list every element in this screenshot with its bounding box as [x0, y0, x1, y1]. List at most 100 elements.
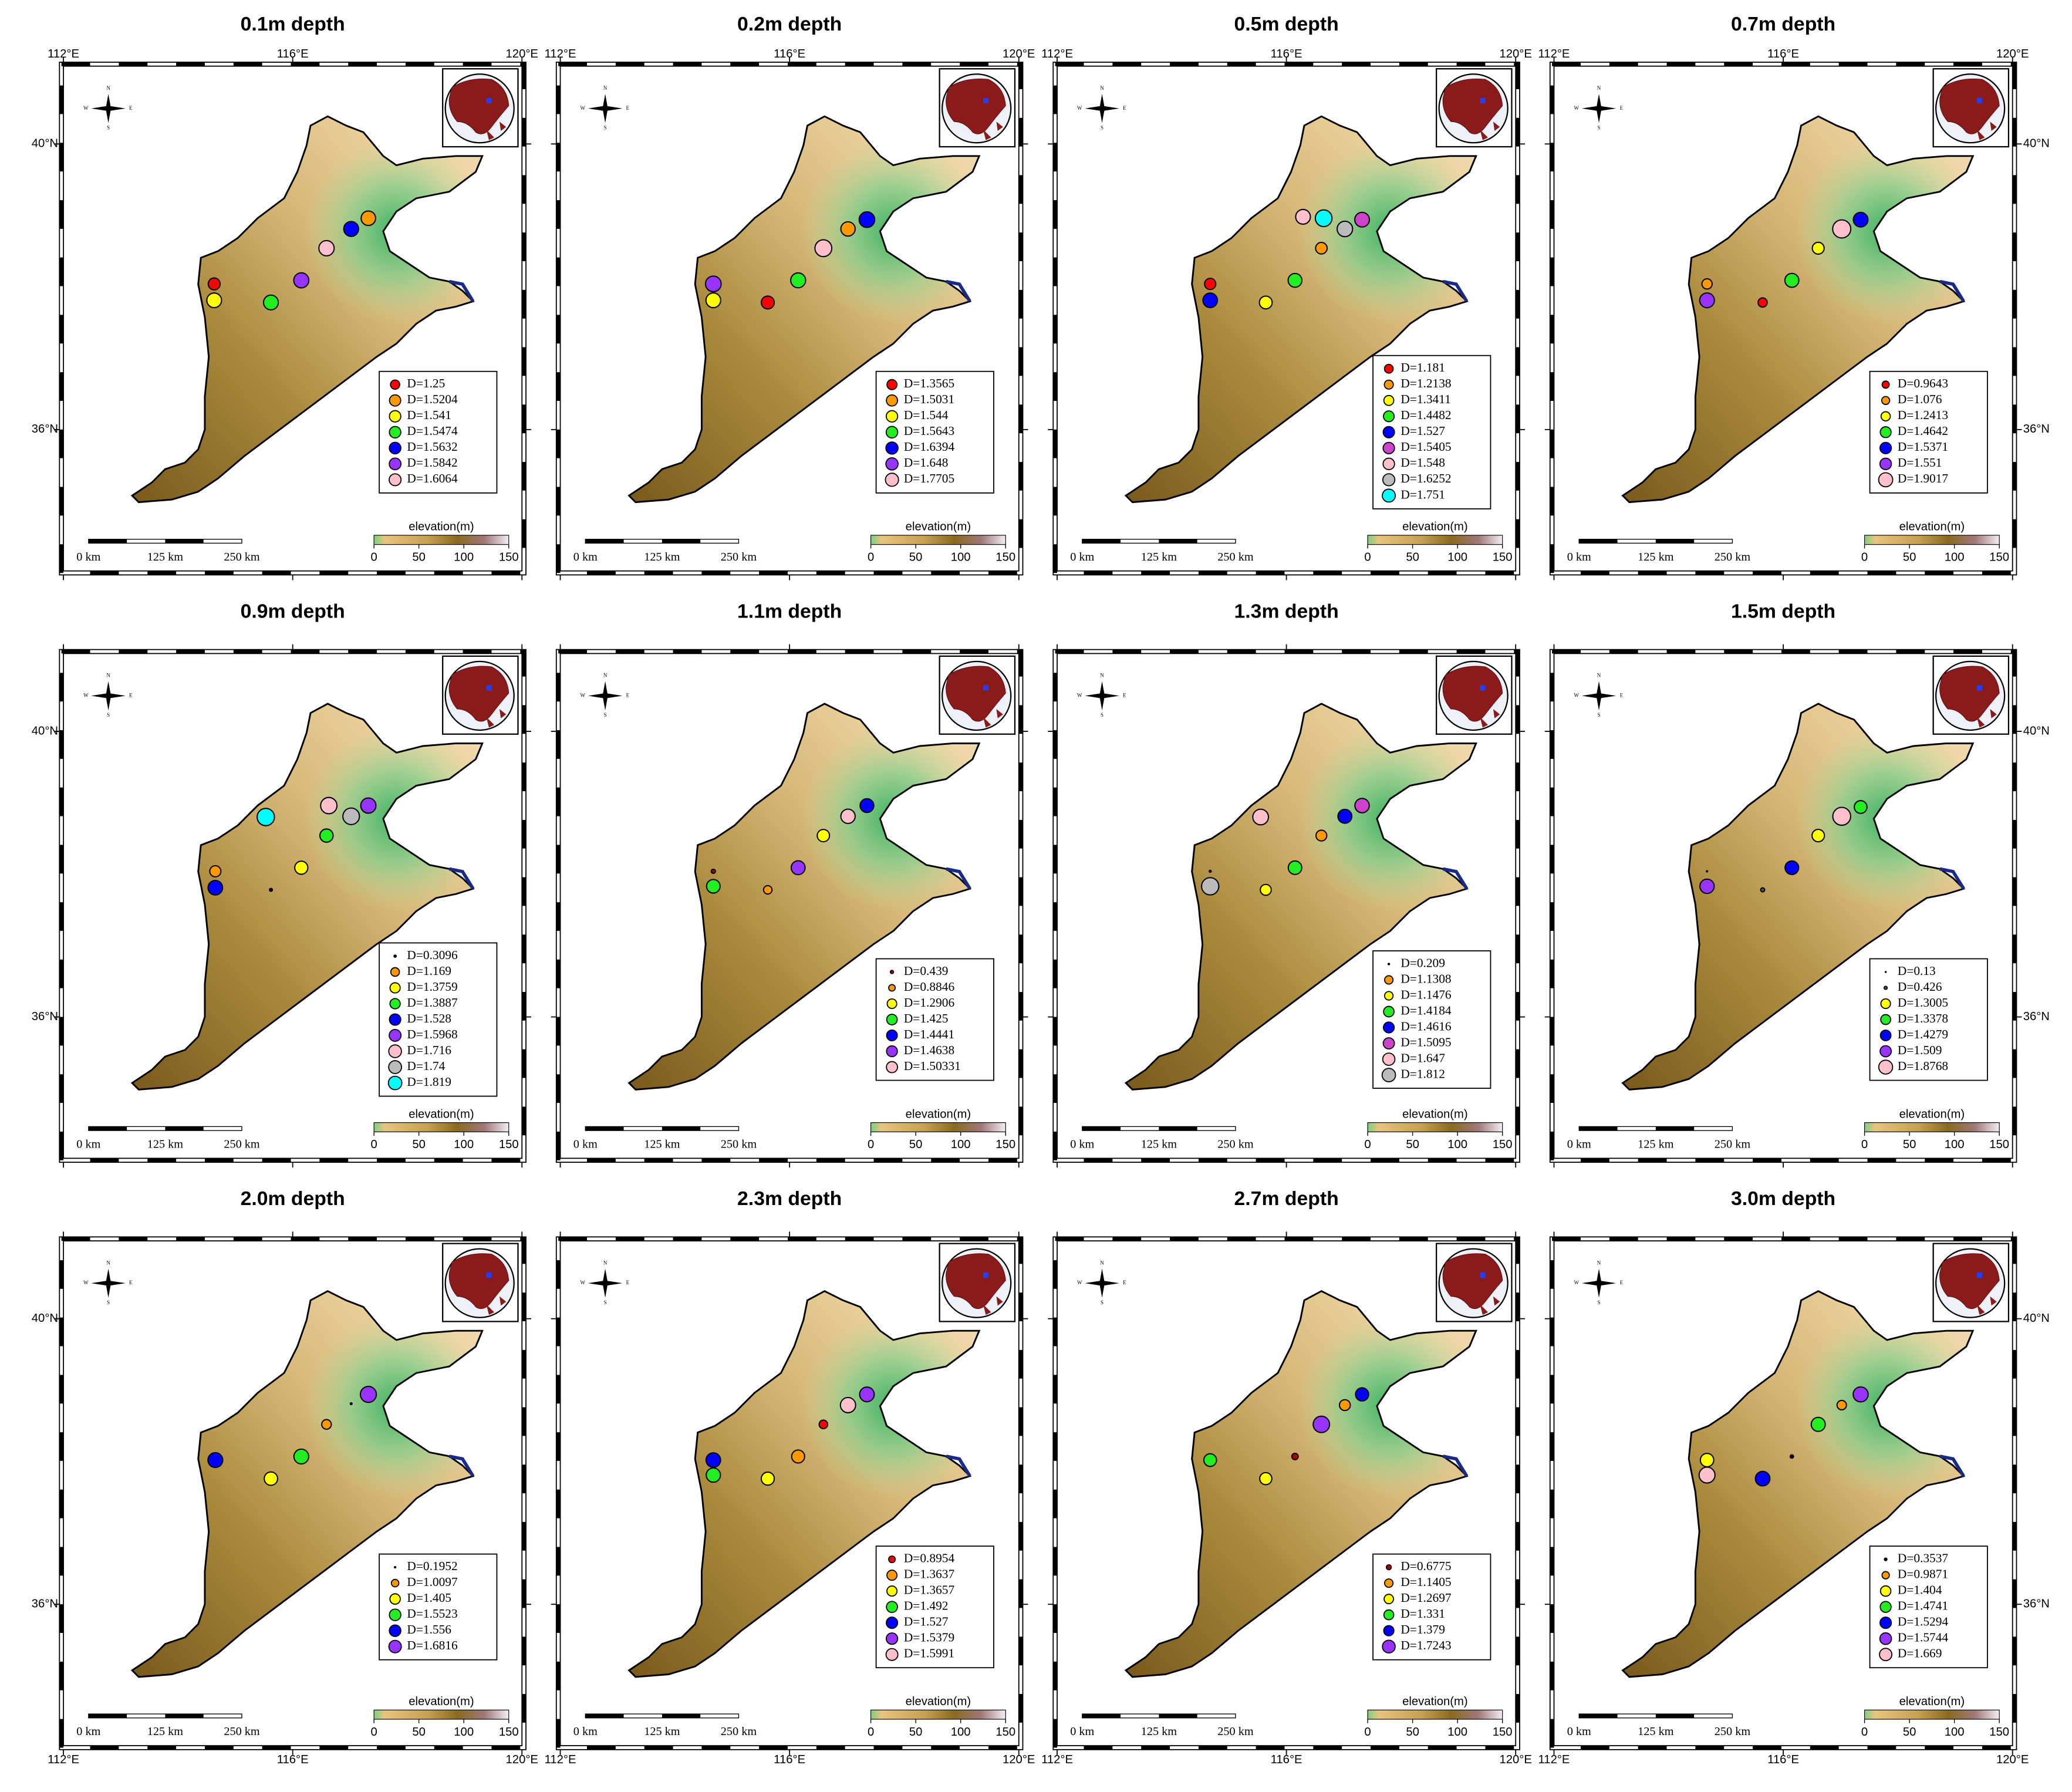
legend-marker — [390, 967, 400, 977]
study-area-marker — [1976, 685, 1982, 691]
colorbar-title: elevation(m) — [906, 1695, 971, 1708]
lon-tick-label: 116°E — [1767, 48, 1799, 60]
station-marker — [209, 865, 222, 878]
station-marker — [839, 1396, 856, 1413]
station-marker — [206, 292, 222, 309]
compass-letter: E — [1620, 692, 1624, 698]
scale-bar-segment — [88, 1126, 127, 1131]
map-panel: 2.0m depth 112°E 116°E 120°E 40°N 36°N N S W E D=0… — [32, 1187, 538, 1766]
lon-tick-label: 112°E — [1041, 48, 1073, 60]
station-marker — [359, 1385, 377, 1403]
scale-bar-label: 250 km — [224, 1138, 260, 1151]
compass-letter: W — [83, 692, 89, 698]
scale-bar-segment — [1655, 539, 1695, 544]
legend-label: D=1.3565 — [904, 376, 954, 390]
station-marker — [1295, 208, 1311, 225]
legend-marker — [1383, 410, 1395, 423]
compass-letter: N — [603, 673, 608, 679]
colorbar-tick-label: 0 — [370, 551, 377, 564]
compass-letter: E — [1620, 1280, 1624, 1285]
station-marker — [1699, 878, 1715, 895]
lat-tick-label: 40°N — [2023, 1312, 2050, 1325]
scale-bar-segment — [1655, 1126, 1695, 1131]
legend-marker — [389, 441, 401, 455]
legend-marker — [389, 1013, 401, 1026]
legend-label: D=1.527 — [1401, 424, 1445, 438]
station-marker — [1201, 877, 1220, 896]
land-outline — [130, 115, 484, 504]
legend-marker — [389, 1593, 401, 1605]
station-marker — [710, 868, 716, 874]
legend-marker — [885, 473, 899, 487]
station-marker — [1698, 1466, 1716, 1484]
colorbar-tick-label: 150 — [995, 1138, 1015, 1151]
lat-tick-label: 36°N — [2023, 423, 2050, 436]
colorbar-tick-label: 50 — [412, 551, 426, 564]
scale-bar-segment — [1579, 1126, 1618, 1131]
scale-bar-segment — [662, 539, 701, 544]
study-area-marker — [1976, 1273, 1982, 1278]
legend-label: D=1.5523 — [407, 1607, 457, 1621]
legend-marker — [1879, 1648, 1892, 1662]
land-outline — [1124, 1290, 1477, 1678]
legend-label: D=1.751 — [1401, 487, 1445, 501]
legend-label: D=0.8846 — [904, 980, 955, 994]
station-marker — [859, 1386, 875, 1403]
colorbar-title: elevation(m) — [906, 521, 971, 534]
station-marker — [1252, 808, 1270, 826]
legend-box — [1372, 950, 1491, 1089]
compass-rose — [588, 93, 623, 123]
station-marker — [207, 277, 221, 291]
land-outline — [627, 115, 981, 504]
colorbar-tick-label: 0 — [1861, 1726, 1868, 1739]
colorbar-tick-label: 50 — [1903, 1138, 1916, 1151]
land-outline — [627, 703, 981, 1091]
scale-bar-label: 125 km — [1638, 551, 1674, 563]
compass-letter: E — [626, 105, 630, 111]
colorbar-tick-label: 50 — [909, 1138, 923, 1151]
compass-letter: S — [1101, 1300, 1104, 1305]
legend-marker — [1382, 441, 1395, 454]
land-outline — [627, 1290, 981, 1678]
legend-marker — [886, 1601, 898, 1613]
station-marker — [1852, 1386, 1869, 1403]
legend-label: D=1.4741 — [1898, 1599, 1948, 1613]
station-marker — [262, 294, 279, 311]
land-outline — [1124, 115, 1477, 504]
legend-marker — [390, 379, 400, 390]
legend-label: D=1.9017 — [1898, 471, 1949, 485]
panel-title: 3.0m depth — [1731, 1187, 1835, 1210]
lon-tick-label: 116°E — [774, 1753, 805, 1766]
station-marker — [293, 1448, 309, 1465]
colorbar-tick-label: 50 — [412, 1726, 426, 1739]
station-marker — [1354, 798, 1370, 814]
compass-letter: S — [107, 125, 110, 131]
legend-label: D=1.4279 — [1898, 1027, 1948, 1041]
scale-bar-segment — [1082, 539, 1121, 544]
globe-islands — [1480, 1296, 1500, 1315]
station-marker — [1784, 272, 1800, 288]
globe-islands — [486, 708, 507, 728]
globe-land — [1939, 1253, 2000, 1310]
compass-letter: E — [626, 1280, 630, 1285]
legend-marker — [1382, 488, 1396, 503]
compass-letter: N — [1597, 85, 1601, 91]
legend-label: D=1.669 — [1898, 1646, 1942, 1661]
legend-marker — [1880, 411, 1891, 422]
legend-marker — [1382, 1037, 1395, 1049]
legend-marker — [886, 394, 898, 407]
lon-tick-label: 112°E — [1041, 1753, 1073, 1766]
compass-letter: W — [581, 1280, 586, 1285]
colorbar-tick-label: 50 — [1406, 551, 1419, 564]
station-marker — [705, 1452, 721, 1468]
colorbar-tick-label: 100 — [454, 1138, 474, 1151]
scale-bar-label: 0 km — [76, 1725, 100, 1738]
legend-marker — [886, 1014, 898, 1025]
compass-letter: S — [107, 1300, 110, 1305]
legend-label: D=1.5204 — [407, 392, 458, 406]
globe-land — [1442, 666, 1503, 722]
legend-label: D=1.2906 — [904, 995, 955, 1010]
station-marker — [1337, 220, 1354, 238]
